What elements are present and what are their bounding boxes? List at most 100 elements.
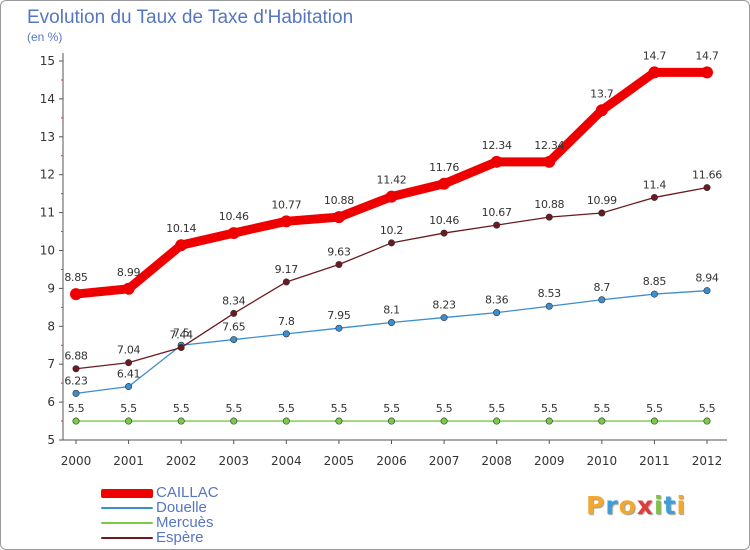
data-label-espre: 7.44 [170, 329, 194, 342]
data-label-douelle: 7.65 [222, 321, 246, 334]
data-label-caillac: 14.7 [643, 49, 667, 62]
y-tick-label: 14 [40, 92, 55, 106]
data-point-espre [598, 209, 606, 217]
data-point-mercus [650, 417, 658, 425]
data-point-mercus [440, 417, 448, 425]
data-point-mercus [230, 417, 238, 425]
data-point-espre [493, 221, 501, 229]
data-point-caillac [490, 155, 503, 168]
data-point-douelle [282, 330, 290, 338]
data-point-caillac [227, 227, 240, 240]
data-label-douelle: 8.36 [485, 294, 509, 307]
data-label-caillac: 10.88 [324, 194, 354, 207]
x-tick-label: 2004 [271, 454, 302, 468]
legend-label-douelle: Douelle [156, 499, 207, 516]
data-point-espre [703, 184, 711, 192]
legend-swatch-caillac [101, 488, 153, 498]
data-point-douelle [545, 302, 553, 310]
y-tick-label: 13 [40, 130, 55, 144]
data-label-mercus: 5.5 [68, 402, 85, 415]
data-point-mercus [545, 417, 553, 425]
legend-swatch-mercus [101, 522, 153, 524]
data-point-mercus [177, 417, 185, 425]
data-point-caillac [385, 190, 398, 203]
data-point-douelle [230, 336, 238, 344]
x-tick-label: 2003 [218, 454, 249, 468]
data-point-espre [177, 344, 185, 352]
logo-letter: i [676, 491, 687, 520]
data-label-caillac: 8.99 [117, 266, 141, 279]
data-point-espre [545, 213, 553, 221]
data-label-espre: 11.66 [692, 169, 722, 182]
x-tick-label: 2002 [166, 454, 197, 468]
data-point-douelle [440, 314, 448, 322]
data-point-caillac [438, 177, 451, 190]
data-label-douelle: 8.23 [432, 299, 456, 312]
logo-letter: r [605, 491, 619, 520]
data-point-douelle [335, 324, 343, 332]
data-point-douelle [125, 383, 133, 391]
chart-subtitle: (en %) [27, 30, 63, 44]
x-tick-label: 2006 [376, 454, 407, 468]
data-label-espre: 10.46 [429, 214, 459, 227]
data-label-espre: 10.99 [587, 194, 617, 207]
data-point-espre [282, 278, 290, 286]
x-tick-label: 2010 [587, 454, 618, 468]
data-point-mercus [282, 417, 290, 425]
data-label-douelle: 7.8 [278, 315, 295, 328]
data-label-espre: 10.88 [534, 198, 564, 211]
data-label-caillac: 8.85 [64, 271, 88, 284]
data-label-douelle: 7.95 [327, 309, 351, 322]
y-tick-label: 5 [47, 433, 55, 447]
data-point-douelle [598, 296, 606, 304]
logo-letter: i [654, 491, 664, 520]
y-tick-label: 8 [47, 319, 55, 333]
data-point-mercus [703, 417, 711, 425]
y-tick-label: 10 [40, 244, 55, 258]
data-label-espre: 8.34 [222, 294, 246, 307]
data-point-douelle [650, 290, 658, 298]
data-label-caillac: 12.34 [534, 139, 564, 152]
data-label-mercus: 5.5 [436, 402, 453, 415]
data-label-espre: 9.17 [275, 263, 299, 276]
series-line-espre [75, 186, 708, 370]
y-tick-label: 6 [47, 395, 55, 409]
x-tick-label: 2012 [692, 454, 723, 468]
chart-title: Evolution du Taux de Taxe d'Habitation [27, 7, 354, 28]
data-point-caillac [701, 66, 713, 79]
data-label-mercus: 5.5 [278, 402, 295, 415]
legend-label-caillac: CAILLAC [156, 484, 219, 501]
x-tick-label: 2011 [639, 454, 670, 468]
data-label-douelle: 6.23 [64, 374, 88, 387]
proxiti-logo: Proxiti [586, 491, 686, 520]
legend-swatch-espre [101, 537, 153, 539]
logo-letter: x [636, 491, 654, 520]
data-label-mercus: 5.5 [488, 402, 505, 415]
data-label-caillac: 10.14 [166, 222, 196, 235]
data-point-mercus [125, 417, 133, 425]
x-tick-label: 2005 [324, 454, 355, 468]
data-label-mercus: 5.5 [173, 402, 190, 415]
data-point-mercus [72, 417, 80, 425]
logo-letter: o [618, 491, 637, 520]
x-tick-label: 2007 [429, 454, 460, 468]
x-tick-label: 2000 [61, 454, 92, 468]
data-label-espre: 6.88 [64, 350, 88, 363]
data-label-mercus: 5.5 [120, 402, 137, 415]
data-point-caillac [595, 104, 608, 117]
data-point-caillac [543, 155, 556, 168]
y-tick-label: 11 [40, 206, 55, 220]
data-point-espre [440, 229, 448, 237]
data-label-caillac: 10.46 [219, 210, 249, 223]
logo-letter: t [663, 491, 677, 520]
data-point-mercus [387, 417, 395, 425]
x-tick-label: 2001 [113, 454, 144, 468]
data-label-caillac: 12.34 [482, 139, 512, 152]
data-label-mercus: 5.5 [541, 402, 558, 415]
data-point-douelle [493, 309, 501, 317]
data-point-caillac [648, 66, 661, 79]
data-label-douelle: 8.85 [643, 275, 667, 288]
data-point-mercus [493, 417, 501, 425]
